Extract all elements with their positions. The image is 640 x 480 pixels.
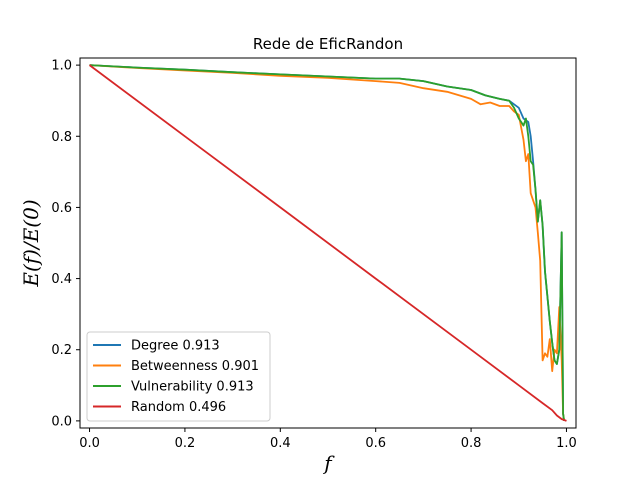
legend-label: Random 0.496: [131, 400, 226, 415]
y-tick-label: 0.0: [51, 414, 72, 429]
legend-label: Vulnerability 0.913: [131, 380, 254, 395]
y-axis-ticks: 0.0 0.2 0.4 0.6 0.8 1.0: [51, 59, 80, 429]
series-line-2: [89, 64, 565, 422]
y-tick-label: 0.4: [51, 272, 72, 287]
y-tick-label: 0.8: [51, 130, 72, 145]
legend-label: Degree 0.913: [131, 339, 220, 354]
y-tick-label: 0.2: [51, 343, 72, 358]
y-tick-label: 1.0: [51, 59, 72, 74]
y-tick-label: 0.6: [51, 201, 72, 216]
plot-lines: [88, 64, 567, 422]
y-axis-label: E(f)/E(0): [19, 199, 43, 287]
axes-frame: [79, 57, 577, 429]
x-tick-label: 0.8: [461, 436, 482, 451]
x-tick-label: 0.0: [79, 436, 100, 451]
series-line-3: [88, 64, 567, 422]
legend-label: Betweenness 0.901: [131, 359, 259, 374]
x-tick-label: 0.4: [270, 436, 291, 451]
x-tick-label: 1.0: [556, 436, 577, 451]
x-axis-ticks: 0.0 0.2 0.4 0.6 0.8 1.0: [79, 428, 577, 451]
x-tick-label: 0.6: [365, 436, 386, 451]
legend-box: [86, 331, 271, 422]
legend: Degree 0.913 Betweenness 0.901 Vulnerabili…: [86, 331, 271, 422]
series-line-1: [89, 64, 565, 422]
x-tick-label: 0.2: [175, 436, 196, 451]
chart-title: Rede de EficRandon: [253, 35, 403, 53]
